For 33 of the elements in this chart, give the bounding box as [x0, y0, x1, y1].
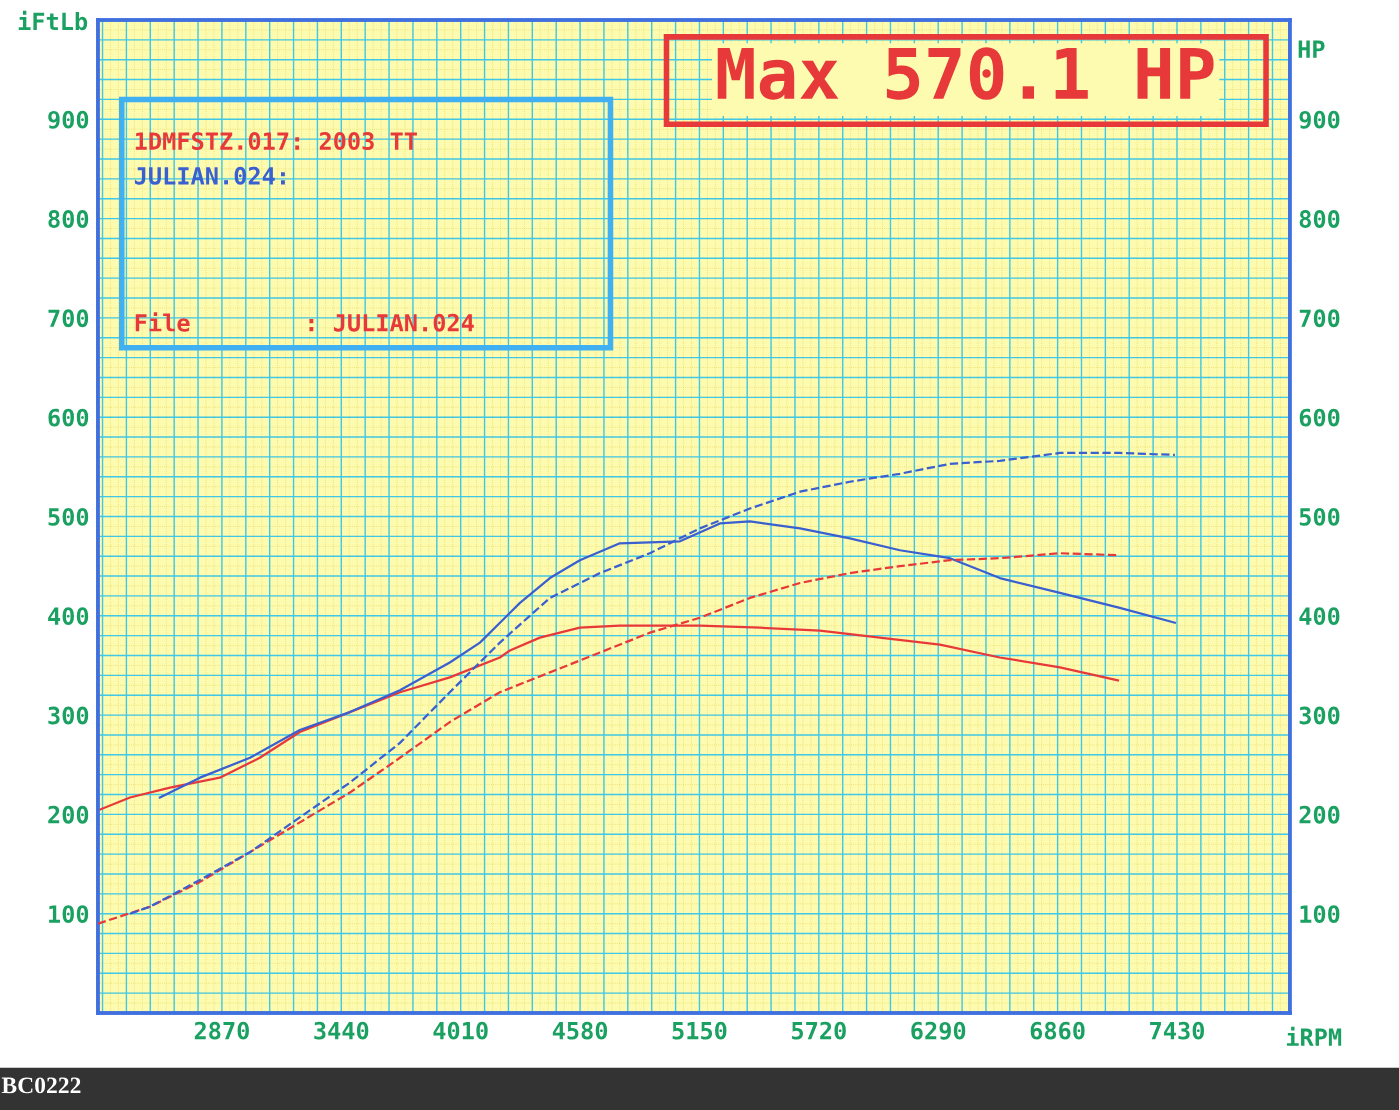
- y2-tick-label: 200: [1299, 805, 1340, 824]
- x-tick-label: 5720: [792, 1021, 846, 1040]
- line-series: [128, 451, 1176, 915]
- x-tick-label: 6290: [911, 1021, 966, 1040]
- y-tick-label: 500: [48, 507, 89, 526]
- x-tick-label: 3440: [314, 1021, 369, 1040]
- y2-tick-label: 600: [1299, 408, 1340, 427]
- y2-tick-label: 500: [1299, 507, 1340, 526]
- annotation: Max 570.1 HP: [717, 47, 1214, 100]
- y-tick-label: 300: [48, 706, 89, 725]
- y2-axis-title: HP: [1298, 40, 1325, 58]
- y2-tick-label: 100: [1300, 905, 1340, 923]
- y2-tick-label: 900: [1299, 110, 1340, 129]
- y2-tick-label: 300: [1299, 706, 1340, 725]
- x-tick-label: 5150: [672, 1021, 727, 1040]
- y-tick-label: 100: [49, 905, 89, 923]
- x-axis-title: iRPM: [1286, 1026, 1342, 1046]
- x-tick-label: 6860: [1030, 1021, 1085, 1040]
- x-tick-label: 4010: [433, 1021, 488, 1040]
- x-tick-label: 4580: [552, 1021, 608, 1040]
- x-tick-label: 2870: [194, 1021, 249, 1040]
- y-tick-label: 200: [48, 805, 89, 824]
- y-tick-label: 700: [48, 309, 89, 328]
- y-tick-label: 600: [48, 408, 89, 427]
- y2-tick-label: 700: [1299, 309, 1340, 328]
- text: BC0222: [1, 1077, 81, 1094]
- y2-tick-label: 800: [1299, 210, 1340, 228]
- y-tick-label: 400: [48, 607, 89, 626]
- y-tick-label: 900: [48, 110, 89, 129]
- x-tick-label: 7430: [1150, 1021, 1204, 1040]
- y-tick-label: 800: [48, 210, 89, 228]
- y2-tick-label: 400: [1299, 607, 1340, 626]
- y-axis-title: iFtLb: [18, 10, 88, 31]
